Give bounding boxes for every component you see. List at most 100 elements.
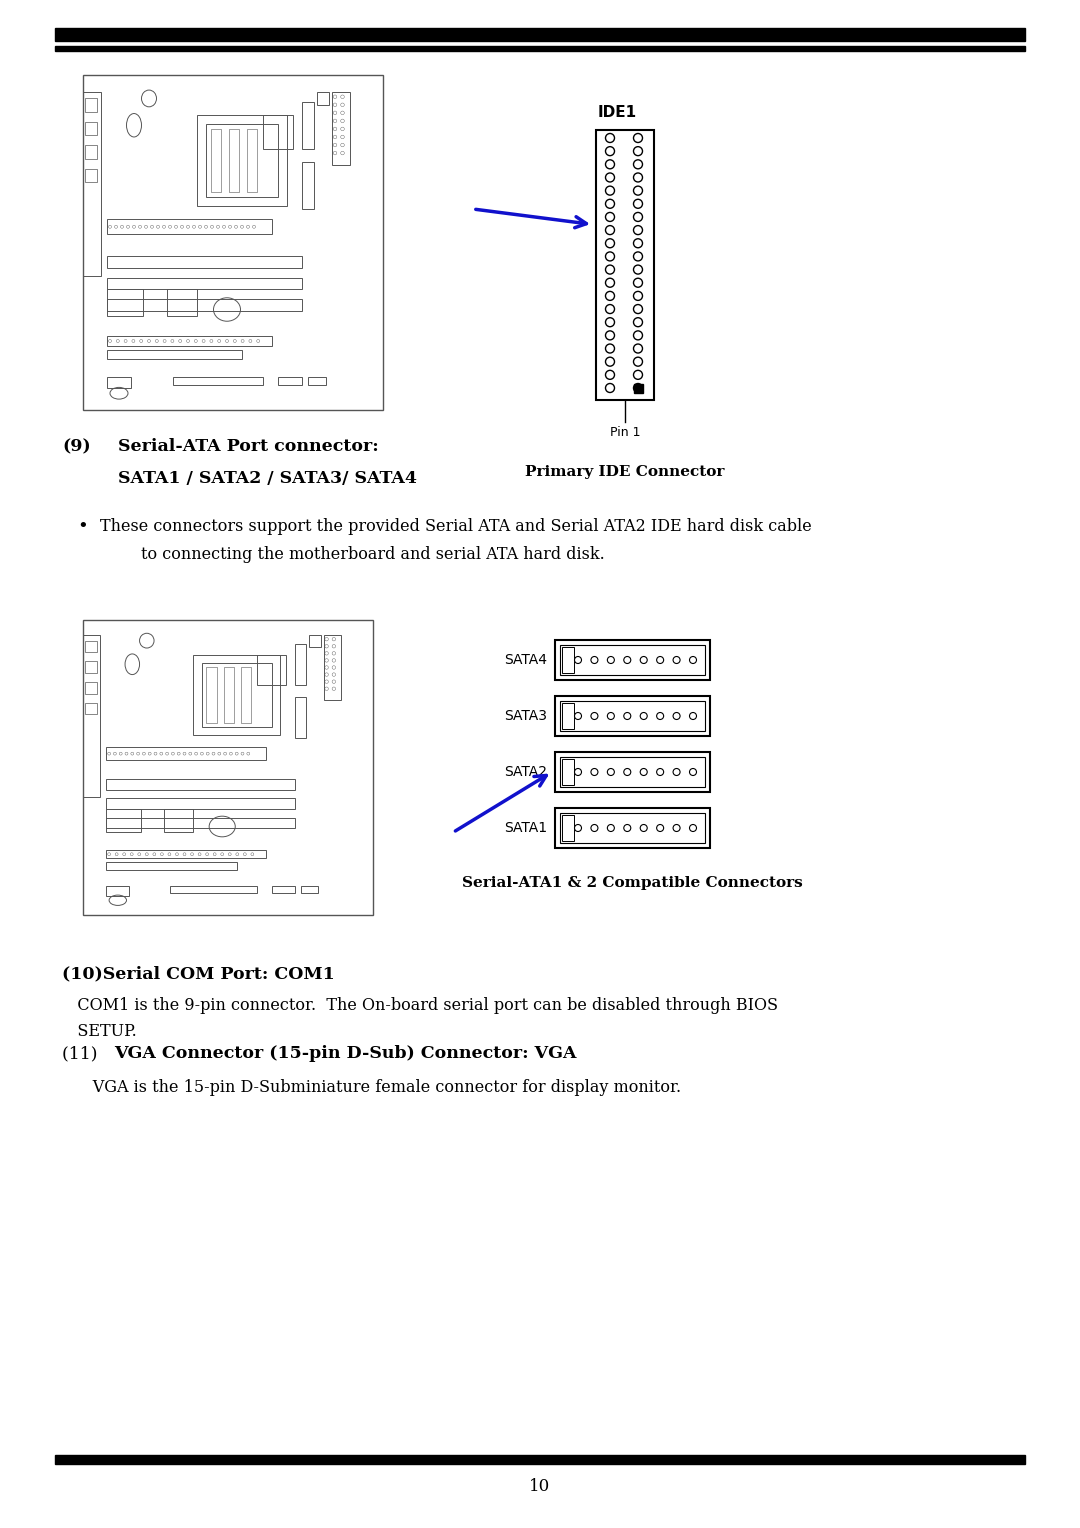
Circle shape <box>634 199 643 208</box>
Bar <box>107 255 302 267</box>
Circle shape <box>606 147 615 156</box>
Circle shape <box>657 825 663 831</box>
Bar <box>106 799 295 808</box>
Circle shape <box>606 252 615 261</box>
Circle shape <box>575 825 581 831</box>
Bar <box>202 663 271 727</box>
Circle shape <box>640 712 647 720</box>
Text: VGA Connector (15-pin D-Sub) Connector: VGA: VGA Connector (15-pin D-Sub) Connector: … <box>114 1045 577 1062</box>
Bar <box>562 646 573 672</box>
Bar <box>332 92 350 165</box>
Circle shape <box>640 657 647 663</box>
Circle shape <box>657 657 663 663</box>
Bar <box>193 656 280 735</box>
Bar <box>300 886 318 892</box>
Circle shape <box>606 304 615 313</box>
Bar <box>85 681 96 694</box>
Circle shape <box>607 825 615 831</box>
Bar <box>164 808 193 833</box>
Text: SATA1 / SATA2 / SATA3/ SATA4: SATA1 / SATA2 / SATA3/ SATA4 <box>118 471 417 487</box>
Circle shape <box>606 226 615 235</box>
Circle shape <box>634 226 643 235</box>
Text: Primary IDE Connector: Primary IDE Connector <box>525 465 725 478</box>
Bar <box>318 92 329 105</box>
Circle shape <box>607 712 615 720</box>
Circle shape <box>591 657 598 663</box>
Bar <box>302 162 314 209</box>
Bar <box>107 336 272 345</box>
Circle shape <box>606 160 615 168</box>
Bar <box>555 752 710 792</box>
Circle shape <box>634 173 643 182</box>
Bar <box>85 98 97 112</box>
Text: SATA4: SATA4 <box>504 652 546 668</box>
Bar <box>206 668 217 723</box>
Bar <box>634 384 643 393</box>
Bar <box>106 862 237 869</box>
Circle shape <box>606 199 615 208</box>
Circle shape <box>634 332 643 339</box>
Bar <box>85 703 96 715</box>
Text: SETUP.: SETUP. <box>62 1024 137 1041</box>
Bar <box>561 813 705 843</box>
Bar <box>229 128 240 193</box>
Circle shape <box>689 657 697 663</box>
Text: (9): (9) <box>62 439 91 455</box>
Bar <box>295 643 307 685</box>
Circle shape <box>624 712 631 720</box>
Bar <box>257 656 286 685</box>
Bar <box>596 130 654 400</box>
Bar <box>211 128 221 193</box>
Bar <box>224 668 234 723</box>
Circle shape <box>575 657 581 663</box>
Circle shape <box>634 370 643 379</box>
Circle shape <box>634 358 643 367</box>
Circle shape <box>640 769 647 776</box>
Circle shape <box>575 712 581 720</box>
Circle shape <box>640 825 647 831</box>
Text: VGA is the 15-pin D-Subminiature female connector for display monitor.: VGA is the 15-pin D-Subminiature female … <box>62 1079 681 1096</box>
Bar <box>83 634 100 798</box>
Circle shape <box>606 292 615 301</box>
Circle shape <box>634 147 643 156</box>
Bar <box>83 92 102 277</box>
Bar <box>106 808 141 833</box>
Text: to connecting the motherboard and serial ATA hard disk.: to connecting the motherboard and serial… <box>100 545 605 562</box>
Bar <box>562 703 573 729</box>
Bar <box>173 376 264 385</box>
Circle shape <box>591 825 598 831</box>
Bar <box>107 289 143 316</box>
Bar <box>85 662 96 674</box>
Bar <box>170 886 257 892</box>
Bar <box>302 102 314 148</box>
Bar <box>55 46 1025 50</box>
Circle shape <box>673 769 680 776</box>
Text: 10: 10 <box>529 1478 551 1494</box>
Circle shape <box>657 712 663 720</box>
Bar <box>85 640 96 652</box>
Text: SATA1: SATA1 <box>504 821 546 834</box>
Circle shape <box>634 186 643 196</box>
Bar <box>562 814 573 840</box>
Bar <box>55 28 1025 41</box>
Bar <box>308 376 326 385</box>
Text: (10)Serial COM Port: COM1: (10)Serial COM Port: COM1 <box>62 966 335 983</box>
Circle shape <box>606 318 615 327</box>
Bar <box>555 695 710 736</box>
Circle shape <box>607 769 615 776</box>
Bar <box>83 75 383 410</box>
Bar <box>107 219 272 234</box>
Bar <box>107 299 302 312</box>
Circle shape <box>634 318 643 327</box>
Bar <box>107 350 242 359</box>
Circle shape <box>606 264 615 274</box>
Circle shape <box>624 825 631 831</box>
Circle shape <box>689 769 697 776</box>
Bar <box>83 620 373 915</box>
Circle shape <box>657 769 663 776</box>
Text: SATA3: SATA3 <box>504 709 546 723</box>
Bar <box>167 289 197 316</box>
Circle shape <box>606 332 615 339</box>
Bar <box>106 817 295 828</box>
Bar <box>206 124 278 197</box>
